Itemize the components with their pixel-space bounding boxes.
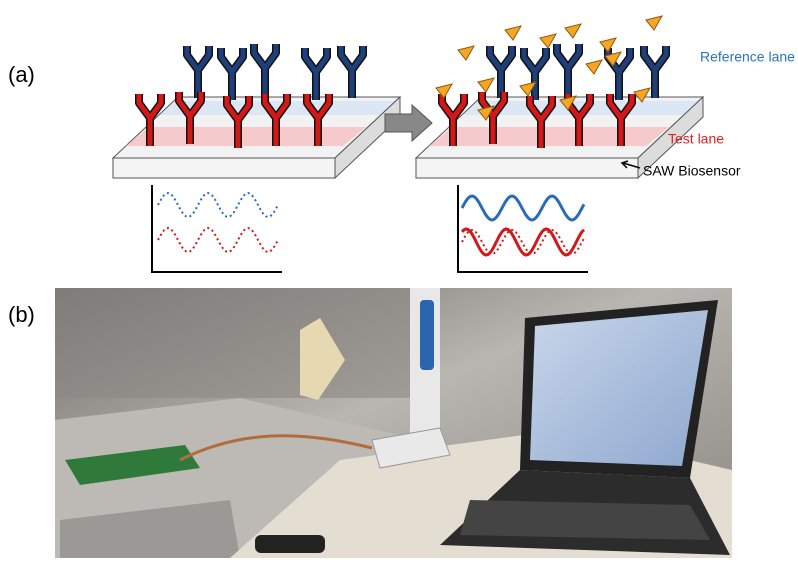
wave bbox=[158, 228, 278, 252]
target bbox=[478, 78, 494, 92]
axes bbox=[152, 185, 282, 272]
target bbox=[565, 24, 581, 38]
target bbox=[505, 26, 521, 40]
sensor-label: SAW Biosensor bbox=[643, 163, 741, 179]
target bbox=[600, 38, 616, 52]
figure: (a) (b) Reference lane Test lane SAW Bio… bbox=[0, 0, 798, 562]
target bbox=[458, 46, 474, 60]
wave bbox=[158, 193, 278, 217]
photo bbox=[55, 288, 732, 558]
test-lane-label: Test lane bbox=[668, 131, 724, 147]
wave bbox=[462, 229, 584, 255]
slab-front bbox=[416, 158, 638, 178]
wave bbox=[462, 196, 584, 220]
test-band bbox=[429, 127, 669, 146]
test-band bbox=[126, 127, 366, 146]
reference-lane-label: Reference lane bbox=[700, 49, 795, 65]
panel-label: (a) bbox=[8, 62, 35, 87]
signal-plots bbox=[152, 185, 588, 272]
target bbox=[646, 16, 662, 30]
panel-label: (b) bbox=[8, 302, 35, 327]
slab-front bbox=[113, 158, 335, 178]
target bbox=[586, 60, 602, 74]
